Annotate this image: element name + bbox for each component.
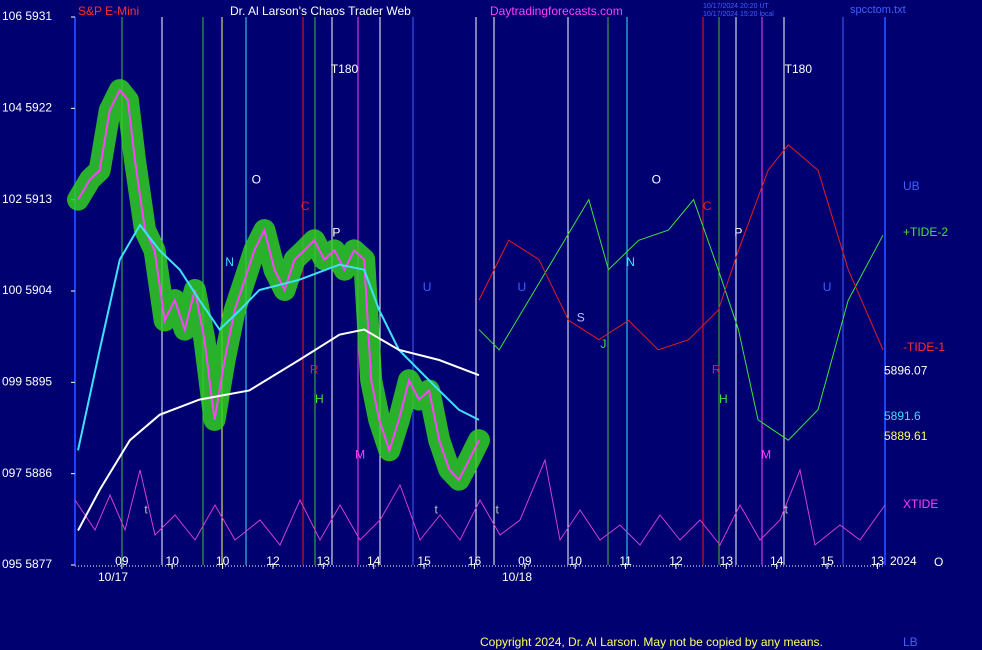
x-tick-label: 12 <box>669 554 683 568</box>
annotation: M <box>355 448 365 462</box>
corner-label: O <box>934 555 943 569</box>
series-line <box>77 328 480 531</box>
annotation: T180 <box>331 62 359 76</box>
x-tick-label: 10 <box>216 554 230 568</box>
y-tick-label: 095 5877 <box>2 557 52 571</box>
series-line <box>77 88 480 482</box>
annotation: M <box>761 448 771 462</box>
last-value: 5891.6 <box>884 409 921 423</box>
x-tick-label: 14 <box>770 554 784 568</box>
annotation: J <box>600 337 606 351</box>
legend-label: XTIDE <box>903 497 938 511</box>
timestamp: 10/17/2024 15:20 local <box>703 11 774 18</box>
legend-label: +TIDE-2 <box>903 225 948 239</box>
annotation: t <box>435 502 439 516</box>
annotation: P <box>332 225 340 239</box>
annotation: N <box>626 255 635 269</box>
x-tick-label: 12 <box>266 554 280 568</box>
y-tick-label: 102 5913 <box>2 192 52 206</box>
y-tick-label: 106 5931 <box>2 9 52 23</box>
x-tick-label: 11 <box>619 554 632 568</box>
annotation: t <box>785 502 789 516</box>
x-tick-label: 16 <box>468 554 482 568</box>
x-tick-label: 13 <box>720 554 734 568</box>
series-line <box>478 198 884 441</box>
annotation: t <box>495 502 499 516</box>
y-tick-label: 100 5904 <box>2 283 52 297</box>
chart-title: Dr. Al Larson's Chaos Trader Web <box>230 4 411 18</box>
annotation: U <box>823 280 832 294</box>
last-value: 5889.61 <box>884 429 928 443</box>
annotation: U <box>423 280 432 294</box>
x-tick-label: 09 <box>518 554 532 568</box>
file-name: spcctom.txt <box>850 4 906 16</box>
annotation: t <box>144 502 148 516</box>
site: Daytradingforecasts.com <box>490 4 623 18</box>
x-tick-label: 09 <box>115 554 129 568</box>
x-tick-label: 15 <box>417 554 431 568</box>
annotation: T180 <box>785 62 813 76</box>
last-value: 5896.07 <box>884 364 928 378</box>
x-tick-label: 10 <box>166 554 180 568</box>
annotation: C <box>703 199 712 213</box>
x-tick-label: 13 <box>871 554 885 568</box>
timestamp: 10/17/2024 20:20 UT <box>703 3 769 10</box>
xtide-curve <box>74 458 886 546</box>
annotation: H <box>719 392 728 406</box>
annotation: R <box>310 362 319 376</box>
annotation: N <box>225 255 234 269</box>
copyright: Copyright 2024, Dr. Al Larson. May not b… <box>480 635 823 649</box>
instrument: S&P E-Mini <box>78 4 139 18</box>
x-tick-label: 15 <box>820 554 834 568</box>
annotation: O <box>652 173 661 187</box>
legend-label: LB <box>903 635 918 649</box>
annotation: H <box>315 392 324 406</box>
date-label: 10/18 <box>502 570 532 584</box>
annotation: C <box>301 199 310 213</box>
annotation: P <box>734 225 742 239</box>
x-tick-label: 14 <box>367 554 381 568</box>
legend-label: -TIDE-1 <box>903 340 945 354</box>
x-tick-label: 10 <box>569 554 583 568</box>
series-line <box>478 144 884 351</box>
y-tick-label: 104 5922 <box>2 101 52 115</box>
annotation: U <box>517 280 526 294</box>
y-tick-label: 097 5886 <box>2 466 52 480</box>
series-line <box>77 223 480 451</box>
annotation: S <box>577 311 585 325</box>
year: 2024 <box>890 554 917 568</box>
x-tick-label: 13 <box>317 554 331 568</box>
y-tick-label: 099 5895 <box>2 375 52 389</box>
annotation: R <box>712 362 721 376</box>
legend-label: UB <box>903 179 920 193</box>
annotation: O <box>252 173 261 187</box>
date-label: 10/17 <box>98 570 128 584</box>
